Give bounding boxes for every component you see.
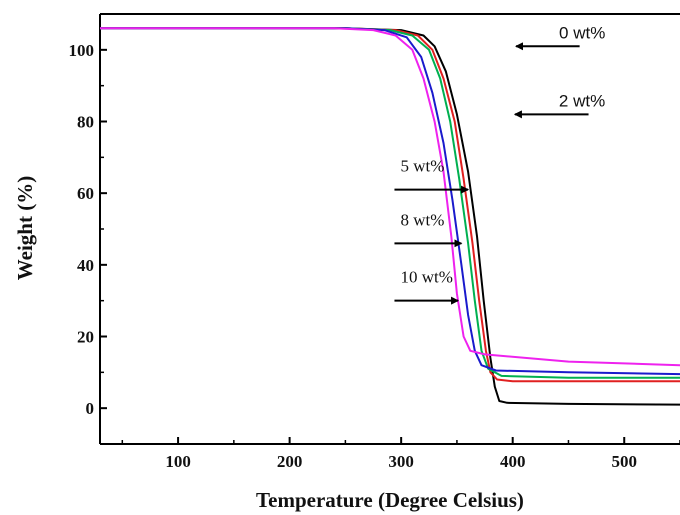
annotation-label-3: 8 wt%	[400, 210, 444, 229]
y-tick-label: 60	[77, 184, 94, 203]
y-tick-label: 100	[69, 41, 95, 60]
x-tick-label: 100	[165, 452, 191, 471]
annotation-label-0: 0 wt%	[559, 23, 605, 42]
annotation-label-1: 2 wt%	[559, 91, 605, 110]
x-tick-label: 500	[611, 452, 637, 471]
y-axis-title: Weight (%)	[13, 176, 37, 280]
x-tick-label: 300	[388, 452, 414, 471]
x-axis-title: Temperature (Degree Celsius)	[256, 488, 524, 512]
series-line-3	[100, 27, 680, 376]
annotation-label-2: 5 wt%	[400, 157, 444, 176]
x-tick-label: 200	[277, 452, 303, 471]
y-tick-label: 80	[77, 113, 94, 132]
x-tick-label: 400	[500, 452, 526, 471]
series-line-1	[100, 27, 680, 383]
annotation-label-4: 10 wt%	[400, 268, 452, 287]
series-line-2	[100, 27, 680, 379]
y-tick-label: 0	[86, 399, 95, 418]
y-tick-label: 20	[77, 328, 94, 347]
series-line-4	[100, 27, 680, 367]
series-line-0	[100, 27, 680, 406]
y-tick-label: 40	[77, 256, 94, 275]
